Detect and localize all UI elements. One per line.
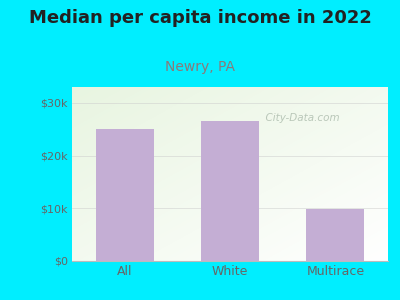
Text: Median per capita income in 2022: Median per capita income in 2022 [28, 9, 372, 27]
Bar [96, 129, 154, 261]
Text: Newry, PA: Newry, PA [165, 60, 235, 74]
Text: City-Data.com: City-Data.com [259, 113, 340, 123]
Bar [306, 209, 364, 261]
Bar [201, 121, 259, 261]
